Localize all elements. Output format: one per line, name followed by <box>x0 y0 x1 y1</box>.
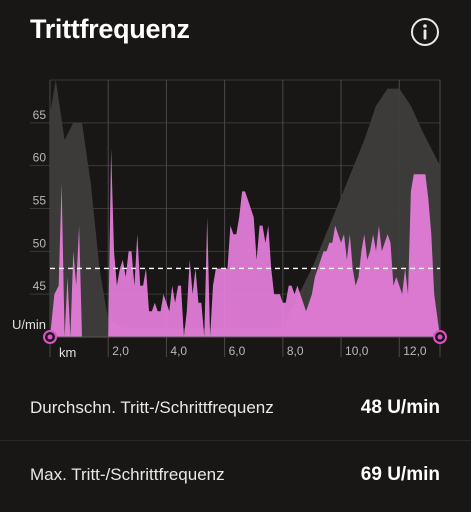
cadence-chart: 45 50 55 60 65 U/min 2,0 4,0 6,0 8,0 10,0 12,0 km <box>12 79 447 360</box>
x-tick-label: 2,0 <box>112 344 129 358</box>
x-tick-label: 4,0 <box>170 344 187 358</box>
y-axis-unit-label: U/min <box>12 317 46 332</box>
x-axis-unit-label: km <box>59 345 76 360</box>
info-circle-icon <box>411 18 439 46</box>
avg-cadence-value: 48 U/min <box>360 397 440 418</box>
range-handle-dot <box>437 334 443 340</box>
cadence-area <box>50 148 440 337</box>
y-tick-label: 60 <box>33 151 47 165</box>
cadence-chart-svg: 45 50 55 60 65 U/min 2,0 4,0 6,0 8,0 10,0 12,0 km <box>12 79 447 360</box>
divider <box>0 440 471 441</box>
max-cadence-label: Max. Tritt-/Schrittfrequenz <box>30 465 225 484</box>
y-tick-label: 45 <box>33 279 47 293</box>
x-tick-label: 10,0 <box>345 344 369 358</box>
x-tick-label: 12,0 <box>403 344 427 358</box>
info-button[interactable] <box>410 17 440 47</box>
y-tick-label: 55 <box>33 194 47 208</box>
avg-cadence-label: Durchschn. Tritt-/Schrittfrequenz <box>30 398 274 417</box>
x-tick-label: 6,0 <box>229 344 246 358</box>
y-tick-label: 50 <box>33 236 47 250</box>
max-cadence-value: 69 U/min <box>360 464 440 485</box>
page-title: Trittfrequenz <box>30 14 190 44</box>
y-tick-label: 65 <box>33 108 47 122</box>
range-handle-dot <box>47 334 53 340</box>
x-tick-label: 8,0 <box>287 344 304 358</box>
